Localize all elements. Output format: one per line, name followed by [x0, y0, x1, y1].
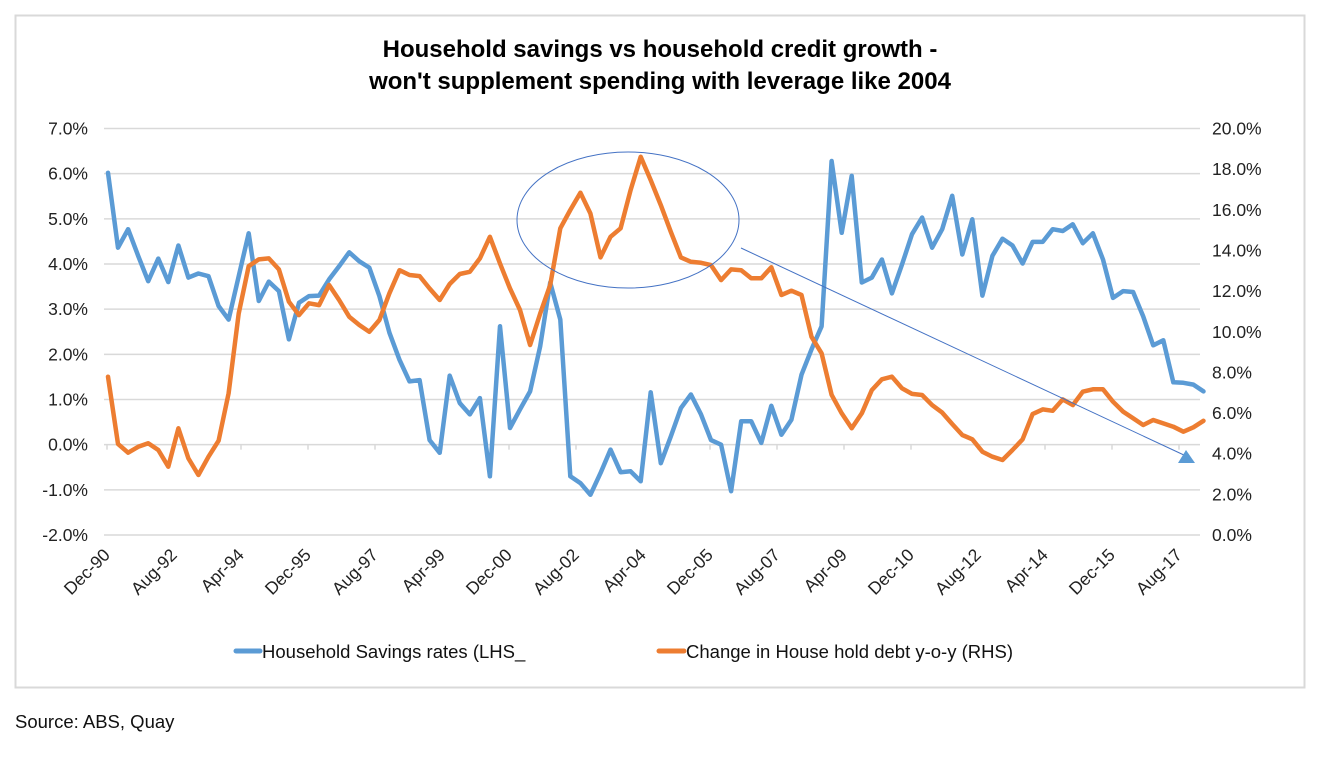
series-lines — [105, 154, 1206, 498]
left-axis-tick-label: 3.0% — [48, 299, 88, 319]
series-line-debt — [105, 154, 1206, 478]
annotations — [516, 151, 1195, 463]
right-axis-tick-label: 2.0% — [1212, 484, 1252, 504]
left-axis-tick-label: 5.0% — [48, 209, 88, 229]
legend-label-savings: Household Savings rates (LHS_ — [262, 641, 526, 663]
left-axis-tick-label: -1.0% — [42, 480, 88, 500]
right-axis-tick-label: 4.0% — [1212, 444, 1252, 464]
left-axis-tick-label: 2.0% — [48, 344, 88, 364]
right-axis-tick-label: 10.0% — [1212, 322, 1262, 342]
annotation-arrow-line — [740, 247, 1187, 457]
chart-title-line-2: won't supplement spending with leverage … — [368, 68, 952, 95]
series-line-savings — [105, 158, 1206, 498]
left-axis-tick-label: -2.0% — [42, 525, 88, 545]
chart-border — [14, 14, 1306, 689]
left-axis-tick-label: 7.0% — [48, 119, 88, 139]
left-axis-labels: -2.0% -1.0% 0.0% 1.0% 2.0% 3.0% 4.0% 5.0% 6.0% 7.… — [42, 119, 88, 546]
left-axis-tick-label: 4.0% — [48, 254, 88, 274]
source-note: Source: ABS, Quay — [15, 711, 175, 732]
left-axis-tick-label: 6.0% — [48, 164, 88, 184]
chart-title-line-1: Household savings vs household credit gr… — [383, 36, 938, 63]
right-axis-labels: 0.0% 2.0% 4.0% 6.0% 8.0% 10.0% 12.0% 14.0% 16.0%… — [1212, 119, 1262, 546]
right-axis-tick-label: 8.0% — [1212, 362, 1252, 382]
right-axis-tick-label: 6.0% — [1212, 403, 1252, 423]
right-axis-tick-label: 12.0% — [1212, 281, 1262, 301]
right-axis-tick-label: 14.0% — [1212, 240, 1262, 260]
right-axis-tick-label: 18.0% — [1212, 159, 1262, 179]
annotation-ellipse — [516, 151, 740, 289]
legend: Household Savings rates (LHS_ Change in … — [233, 641, 1013, 663]
right-axis-tick-label: 20.0% — [1212, 119, 1262, 139]
left-axis-tick-label: 0.0% — [48, 435, 88, 455]
right-axis-tick-label: 0.0% — [1212, 525, 1252, 545]
left-axis-tick-label: 1.0% — [48, 390, 88, 410]
right-axis-tick-label: 16.0% — [1212, 200, 1262, 220]
gridlines — [104, 127, 1200, 536]
legend-label-debt: Change in House hold debt y-o-y (RHS) — [686, 641, 1013, 662]
annotation-arrow-head — [1178, 450, 1195, 463]
